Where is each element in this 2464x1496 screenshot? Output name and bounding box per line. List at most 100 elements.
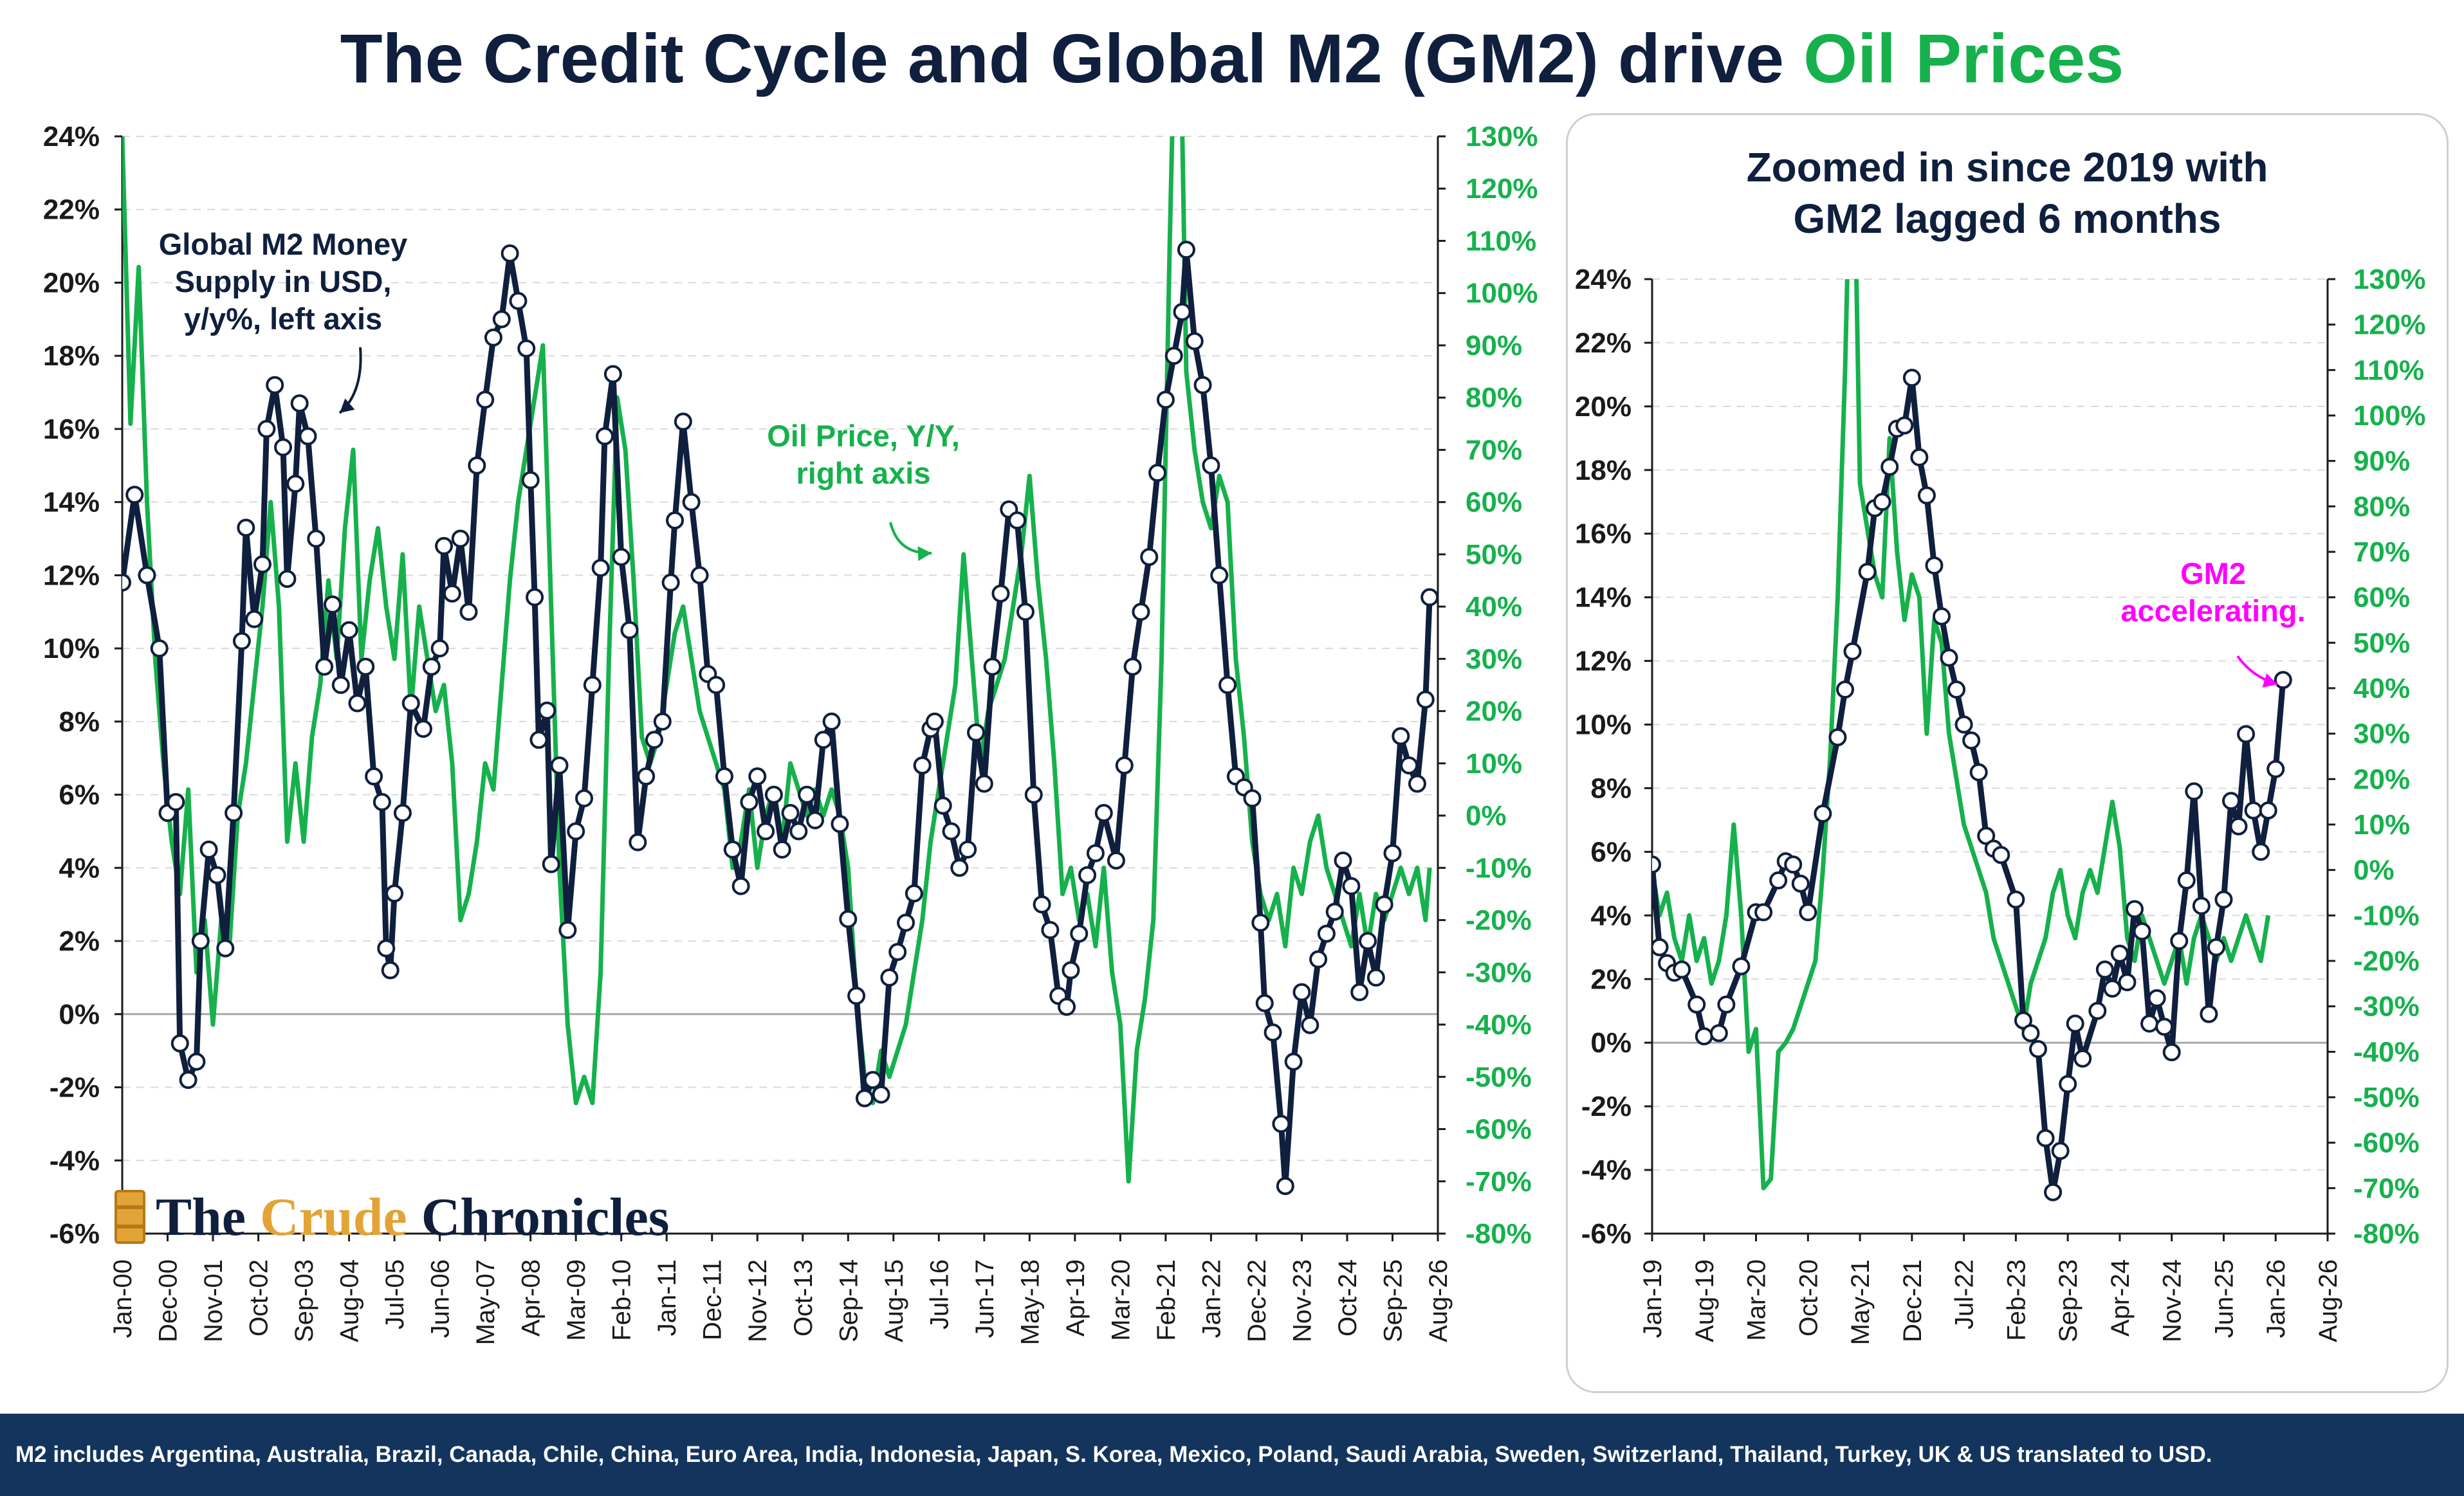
gm2-data-point <box>1309 950 1328 969</box>
x-tick-label: Jul-05 <box>381 1259 409 1329</box>
x-tick-label: Jan-00 <box>109 1259 137 1338</box>
gm2-data-point <box>1392 727 1410 745</box>
gm2-data-point <box>274 438 293 457</box>
y-left-tick-label: -2% <box>1581 1091 1632 1122</box>
y-right-tick-label: 70% <box>2353 536 2410 568</box>
gm2-data-point <box>1140 547 1159 566</box>
gm2-data-point <box>1325 902 1344 921</box>
gm2-data-point <box>299 427 317 446</box>
x-tick-label: Apr-19 <box>1062 1259 1090 1336</box>
gm2-data-point <box>897 913 915 932</box>
gm2-data-point <box>1814 805 1832 823</box>
gm2-data-point <box>591 559 610 578</box>
gm2-data-point <box>526 588 544 607</box>
annotation-arrow <box>338 347 362 414</box>
y-right-tick-label: 20% <box>2353 763 2410 795</box>
gm2-data-point <box>150 639 169 658</box>
x-tick-label: Oct-24 <box>1334 1259 1362 1336</box>
gm2-data-point <box>430 639 449 658</box>
gm2-data-point <box>307 529 326 548</box>
gm2-data-point <box>2073 1049 2092 1068</box>
oil-annotation-line: right axis <box>796 456 931 490</box>
gm2-data-point <box>2126 900 2144 918</box>
gm2-data-point <box>2274 671 2292 689</box>
gm2-data-point <box>1652 855 1661 874</box>
y-left-tick-label: 2% <box>59 926 100 957</box>
gm2-data-point <box>2140 1014 2159 1033</box>
x-tick-label: Jun-17 <box>971 1259 999 1338</box>
x-tick-label: Dec-11 <box>699 1259 727 1340</box>
y-left-tick-label: 18% <box>1575 455 1632 486</box>
gm2-data-point <box>187 1052 206 1071</box>
gm2-data-point <box>290 394 309 413</box>
gm2-data-point <box>356 657 375 676</box>
x-tick-label: Aug-26 <box>1424 1259 1453 1342</box>
y-left-tick-label: -2% <box>50 1072 100 1104</box>
x-tick-label: May-21 <box>1846 1259 1875 1345</box>
zoom-panel <box>1566 113 2449 1393</box>
gm2-data-point <box>558 921 577 940</box>
gm2-data-point <box>2044 1183 2063 1201</box>
gm2-data-point <box>237 518 255 537</box>
gm2-data-point <box>393 804 412 823</box>
y-right-tick-label: -60% <box>2353 1127 2420 1159</box>
gm2-data-point <box>501 244 519 262</box>
gm2-data-point <box>1033 895 1051 914</box>
gm2-data-point <box>2266 760 2285 778</box>
gm2-data-point <box>1843 642 1862 661</box>
y-right-tick-label: -70% <box>1466 1166 1532 1198</box>
gm2-annotation-line: Global M2 Money <box>159 227 408 261</box>
gm2-data-point <box>1910 448 1929 467</box>
x-tick-label: Nov-24 <box>2158 1259 2187 1342</box>
gm2-data-point <box>2088 1001 2107 1020</box>
y-right-tick-label: -30% <box>1466 957 1532 989</box>
y-left-tick-label: 22% <box>43 194 100 226</box>
gm2-data-point <box>401 694 420 713</box>
footer-note: M2 includes Argentina, Australia, Brazil… <box>0 1414 2464 1496</box>
gm2-data-point <box>1695 1027 1713 1046</box>
gm2-data-point <box>542 855 560 873</box>
gm2-data-point <box>1334 851 1352 870</box>
x-tick-label: Feb-10 <box>608 1259 636 1341</box>
gm2-data-point <box>1717 995 1736 1014</box>
gm2-data-point <box>315 657 334 676</box>
y-left-tick-label: 0% <box>1590 1027 1632 1059</box>
gm2-data-point <box>1264 1023 1282 1042</box>
gm2-data-point <box>538 701 556 720</box>
gm2-data-point <box>2244 801 2263 820</box>
gm2-data-point <box>372 792 391 811</box>
gm2-data-point <box>913 756 932 775</box>
gm2-data-point <box>468 456 486 475</box>
gm2-data-point <box>1366 968 1385 987</box>
gm2-data-point <box>550 756 569 775</box>
gm2-data-point <box>1284 1052 1303 1071</box>
gm2-data-point <box>1024 785 1043 804</box>
gm2-data-point <box>2110 944 2129 963</box>
x-tick-label: Jul-22 <box>1951 1259 1979 1329</box>
main-chart: -6% -4% -2% 0% 2% 4% 6% 8% 10% 12% 14% 16% 18% 20% 22%… <box>43 121 1538 1345</box>
gm2-data-point <box>855 1089 874 1108</box>
gm2-data-point <box>2133 922 2151 941</box>
x-tick-label: Oct-02 <box>245 1259 273 1336</box>
y-left-tick-label: 20% <box>43 267 100 298</box>
gm2-data-point <box>629 833 647 852</box>
gm2-data-point <box>1652 938 1669 956</box>
gm2-data-point <box>216 939 235 958</box>
x-tick-label: Dec-00 <box>154 1259 183 1342</box>
gm2-data-point <box>266 376 284 394</box>
y-right-tick-label: 100% <box>1466 278 1538 309</box>
gm2-data-point <box>365 767 383 786</box>
x-tick-label: Aug-04 <box>336 1259 364 1342</box>
gm2-data-point <box>2170 931 2189 950</box>
gm2-data-point <box>863 1071 882 1090</box>
gm2-data-point <box>245 610 264 628</box>
y-left-tick-label: 8% <box>59 706 100 738</box>
gm2-data-point <box>1784 855 1803 874</box>
gm2-data-point <box>2147 989 2166 1007</box>
zoom-title-line: Zoomed in since 2019 with <box>1747 144 2268 190</box>
y-right-tick-label: -60% <box>1466 1114 1532 1145</box>
zoom-title-line: GM2 lagged 6 months <box>1794 196 2221 242</box>
gm2-data-point <box>492 310 511 329</box>
gm2-data-point <box>798 785 816 804</box>
gm2-data-point <box>2051 1142 2070 1160</box>
